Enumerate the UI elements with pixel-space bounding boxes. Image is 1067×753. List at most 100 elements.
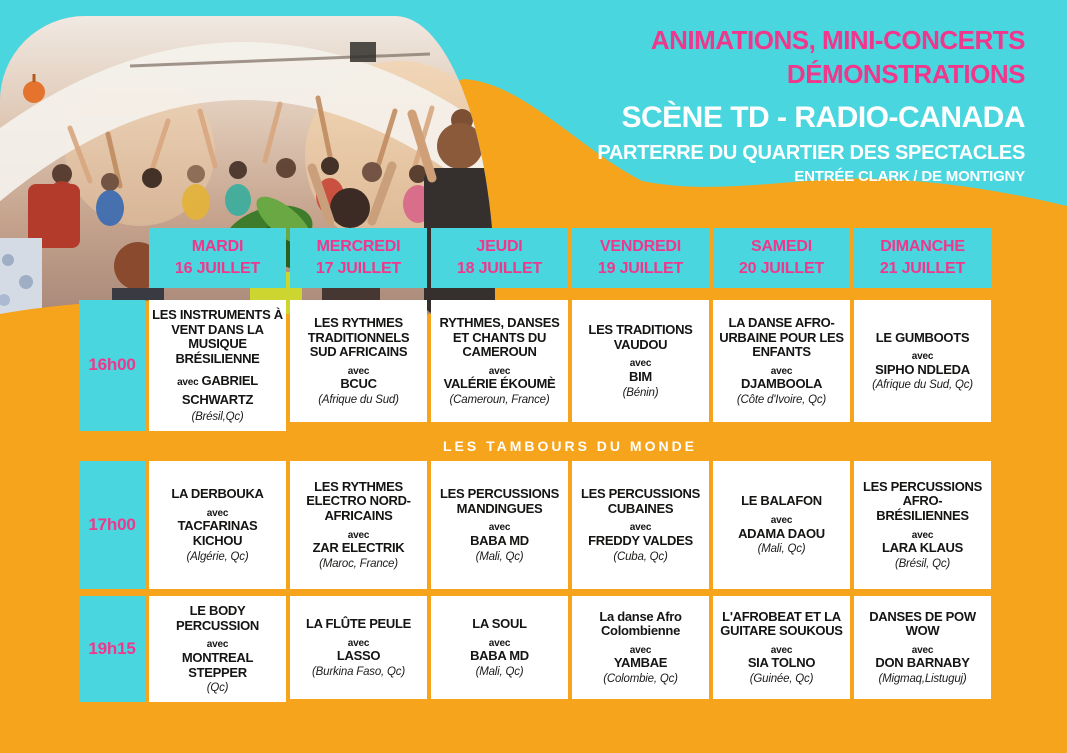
day-header-mercredi: MERCREDI 17 JUILLET bbox=[290, 228, 427, 288]
avec-label: avec bbox=[770, 515, 793, 527]
day-date: 21 JUILLET bbox=[879, 260, 966, 277]
event-cell: DANSES DE POW WOW avec DON BARNABY (Migma… bbox=[854, 595, 991, 699]
artist-origin: (Cameroun, France) bbox=[449, 394, 550, 407]
avec-label: avec bbox=[629, 644, 652, 656]
event-cell: LES RYTHMES TRADITIONNELS SUD AFRICAINS … bbox=[290, 300, 427, 422]
artist-origin: (Cuba, Qc) bbox=[613, 550, 668, 563]
day-header-mardi: MARDI 16 JUILLET bbox=[149, 228, 286, 288]
artist-origin: (Guinée, Qc) bbox=[749, 673, 814, 686]
avec-label: avec bbox=[911, 644, 934, 656]
header-text-block: ANIMATIONS, MINI-CONCERTS DÉMONSTRATIONS… bbox=[597, 27, 1025, 184]
event-title: LE GUMBOOTS bbox=[875, 329, 970, 345]
artist-origin: (Afrique du Sud, Qc) bbox=[872, 379, 973, 392]
artist-origin: (Côte d'Ivoire, Qc) bbox=[736, 394, 827, 407]
day-name: MERCREDI bbox=[316, 238, 401, 256]
day-name: SAMEDI bbox=[750, 238, 813, 256]
artist-name: VALÉRIE ÉKOUMÈ bbox=[443, 376, 556, 392]
artist-name: BABA MD bbox=[470, 532, 529, 548]
day-date: 19 JUILLET bbox=[597, 260, 684, 277]
artist-origin: (Algérie, Qc) bbox=[186, 550, 249, 563]
avec-label: avec bbox=[911, 351, 934, 363]
event-title: LE BALAFON bbox=[741, 493, 822, 509]
artist-name: SIA TOLNO bbox=[747, 655, 816, 671]
time-slot-label-17h00: 17h00 bbox=[79, 460, 145, 589]
venue-name: PARTERRE DU QUARTIER DES SPECTACLES bbox=[597, 142, 1025, 164]
event-title: LA DANSE AFRO-URBAINE POUR LES ENFANTS bbox=[719, 314, 844, 360]
artist-origin: (Qc) bbox=[206, 682, 229, 695]
event-title: L'AFROBEAT ET LA GUITARE SOUKOUS bbox=[720, 608, 843, 639]
event-cell: LES RYTHMES ELECTRO NORD-AFRICAINS avec Z… bbox=[290, 460, 427, 589]
time-slot-label-19h15: 19h15 bbox=[79, 595, 145, 703]
day-name: DIMANCHE bbox=[880, 238, 965, 256]
artist-name: FREDDY VALDES bbox=[588, 532, 693, 548]
avec-label: avec bbox=[770, 644, 793, 656]
day-date: 18 JUILLET bbox=[456, 260, 543, 277]
avec-label: avec bbox=[206, 639, 229, 651]
event-cell: LES PERCUSSIONS AFRO-BRÉSILIENNES avec LA… bbox=[854, 460, 991, 589]
event-cell: La danse Afro Colombienne avec YAMBAE (Co… bbox=[572, 595, 709, 699]
artist-name: DON BARNABY bbox=[875, 655, 970, 671]
artist-origin: (Brésil,Qc) bbox=[191, 410, 244, 423]
entrance-info: ENTRÉE CLARK / DE MONTIGNY bbox=[794, 168, 1025, 185]
day-name: MARDI bbox=[191, 238, 244, 256]
day-name: VENDREDI bbox=[599, 238, 682, 256]
artist-name: ADAMA DAOU bbox=[738, 525, 825, 541]
artist-origin: (Colombie, Qc) bbox=[603, 673, 678, 686]
avec-label: avec bbox=[347, 637, 370, 649]
schedule-table: MARDI 16 JUILLET MERCREDI 17 JUILLET JEU… bbox=[79, 228, 991, 703]
event-title: LA SOUL bbox=[472, 615, 527, 631]
time-slot-label-16h00: 16h00 bbox=[79, 300, 145, 431]
day-header-vendredi: VENDREDI 19 JUILLET bbox=[572, 228, 709, 288]
avec-label: avec bbox=[347, 365, 370, 377]
artist-name: MONTREAL STEPPER bbox=[181, 649, 254, 680]
event-cell: LA FLÛTE PEULE avec LASSO (Burkina Faso, … bbox=[290, 595, 427, 699]
avec-label: avec bbox=[629, 358, 652, 370]
event-cell: LES INSTRUMENTS À VENT DANS LA MUSIQUE B… bbox=[149, 300, 286, 431]
artist-origin: (Mali, Qc) bbox=[475, 550, 524, 563]
artist-origin: (Maroc, France) bbox=[319, 558, 398, 570]
event-cell: LA SOUL avec BABA MD (Mali, Qc) bbox=[431, 595, 568, 699]
avec-label: avec bbox=[770, 365, 793, 377]
artist-origin: (Burkina Faso, Qc) bbox=[312, 665, 405, 678]
stage-name: SCÈNE TD - RADIO-CANADA bbox=[621, 101, 1026, 134]
event-cell: LES TRADITIONS VAUDOU avec BIM (Bénin) bbox=[572, 300, 709, 422]
artist-name: DJAMBOOLA bbox=[740, 376, 823, 392]
avec-label: avec bbox=[488, 637, 511, 649]
day-header-samedi: SAMEDI 20 JUILLET bbox=[713, 228, 850, 288]
artist-name: GABRIEL SCHWARTZ bbox=[181, 373, 258, 407]
tambours-banner: LES TAMBOURS DU MONDE bbox=[149, 430, 991, 461]
artist-origin: (Mali, Qc) bbox=[757, 543, 806, 556]
artist-name: LARA KLAUS bbox=[881, 540, 963, 556]
artist-origin: (Afrique du Sud) bbox=[318, 394, 399, 407]
event-title: LES INSTRUMENTS À VENT DANS LA MUSIQUE B… bbox=[152, 307, 283, 366]
event-title: LE BODY PERCUSSION bbox=[176, 602, 259, 633]
event-title: LES PERCUSSIONS MANDINGUES bbox=[439, 486, 560, 516]
event-title: LES PERCUSSIONS AFRO-BRÉSILIENNES bbox=[862, 478, 983, 524]
artist-origin: (Bénin) bbox=[622, 386, 659, 399]
day-date: 20 JUILLET bbox=[738, 260, 825, 277]
avec-label: avec bbox=[911, 529, 934, 541]
event-title: LES PERCUSSIONS CUBAINES bbox=[580, 486, 701, 516]
event-title: RYTHMES, DANSES ET CHANTS DU CAMEROUN bbox=[439, 314, 560, 360]
artist-origin: (Brésil, Qc) bbox=[894, 558, 951, 570]
artist-origin: (Migmaq,Listuguj) bbox=[878, 673, 967, 686]
day-date: 17 JUILLET bbox=[315, 260, 402, 277]
event-title: DANSES DE POW WOW bbox=[869, 608, 976, 639]
avec-label: avec bbox=[206, 507, 229, 519]
avec-label: avec bbox=[347, 529, 370, 541]
event-title: La danse Afro Colombienne bbox=[599, 608, 682, 639]
tambours-banner-text: LES TAMBOURS DU MONDE bbox=[442, 437, 698, 454]
event-cell: LE GUMBOOTS avec SIPHO NDLEDA (Afrique du… bbox=[854, 300, 991, 422]
headline-animations: ANIMATIONS, MINI-CONCERTS bbox=[650, 25, 1026, 55]
artist-name: BABA MD bbox=[470, 648, 529, 664]
artist-name: YAMBAE bbox=[613, 655, 668, 671]
artist-name: LASSO bbox=[336, 648, 381, 664]
avec-label: avec bbox=[488, 365, 511, 377]
event-title: LES TRADITIONS VAUDOU bbox=[588, 322, 693, 352]
event-cell: LES PERCUSSIONS MANDINGUES avec BABA MD (… bbox=[431, 460, 568, 589]
event-cell: LA DERBOUKA avec TACFARINAS KICHOU (Algér… bbox=[149, 460, 286, 589]
artist-name: BIM bbox=[629, 368, 652, 384]
event-title: LA DERBOUKA bbox=[171, 486, 264, 501]
event-cell: LA DANSE AFRO-URBAINE POUR LES ENFANTS a… bbox=[713, 300, 850, 422]
